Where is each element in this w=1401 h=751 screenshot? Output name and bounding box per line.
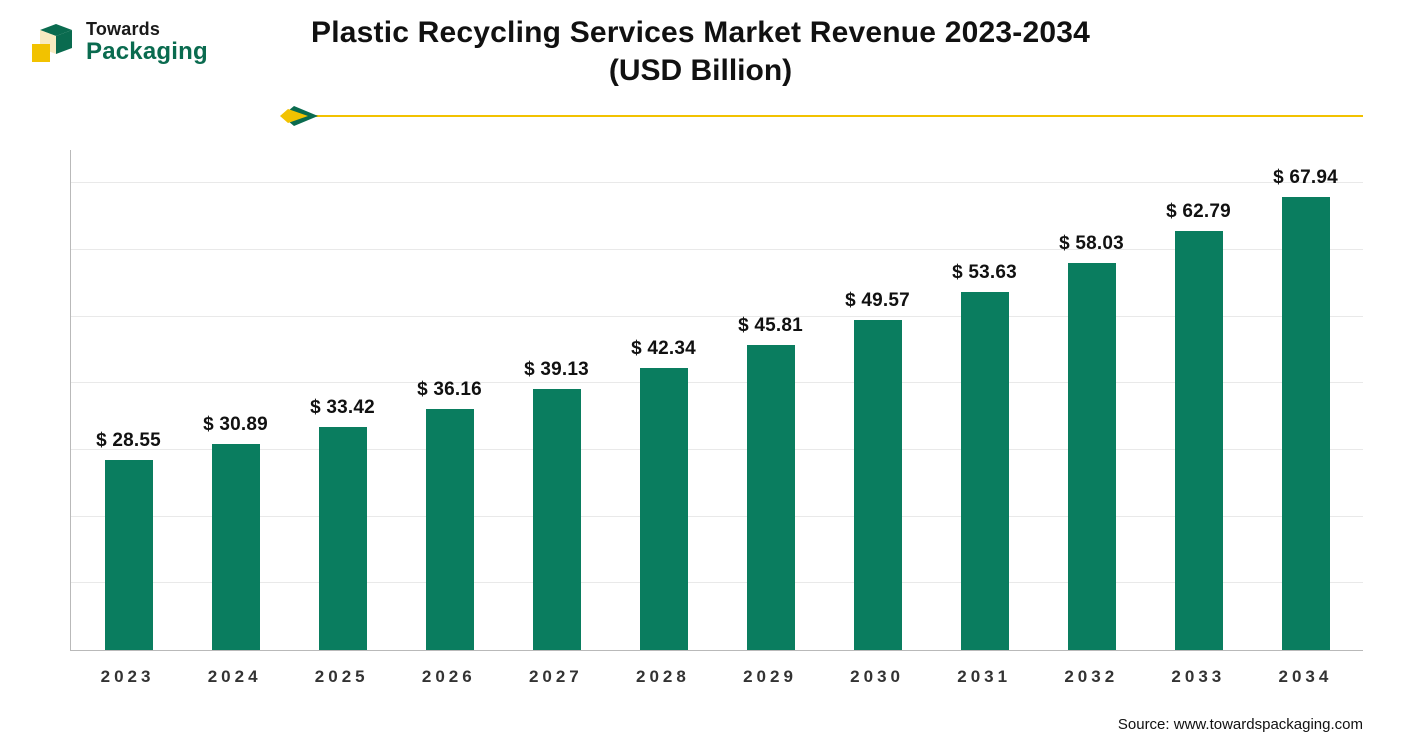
bar xyxy=(533,389,581,650)
x-axis-label: 2026 xyxy=(395,657,502,691)
bar-value-label: $ 42.34 xyxy=(631,338,696,360)
bar-column: $ 67.94 xyxy=(1252,150,1359,650)
x-axis-label: 2025 xyxy=(288,657,395,691)
x-axis-label: 2033 xyxy=(1145,657,1252,691)
bars-container: $ 28.55 $ 30.89 $ 33.42 $ 36.16 $ 39.13 $ 42.… xyxy=(71,150,1363,650)
bar-column: $ 62.79 xyxy=(1145,150,1252,650)
chart-title-line1: Plastic Recycling Services Market Revenu… xyxy=(0,16,1401,50)
chart-title: Plastic Recycling Services Market Revenu… xyxy=(0,16,1401,88)
bar-column: $ 30.89 xyxy=(182,150,289,650)
bar-column: $ 53.63 xyxy=(931,150,1038,650)
bar-value-label: $ 62.79 xyxy=(1166,201,1231,223)
bar-value-label: $ 67.94 xyxy=(1273,167,1338,189)
bar xyxy=(854,320,902,650)
bar xyxy=(1068,263,1116,650)
plot-area: $ 28.55 $ 30.89 $ 33.42 $ 36.16 $ 39.13 $ 42.… xyxy=(70,150,1363,651)
bar-column: $ 45.81 xyxy=(717,150,824,650)
bar-column: $ 33.42 xyxy=(289,150,396,650)
x-axis-label: 2027 xyxy=(502,657,609,691)
bar-value-label: $ 33.42 xyxy=(310,397,375,419)
bar-column: $ 28.55 xyxy=(75,150,182,650)
source-attribution: Source: www.towardspackaging.com xyxy=(1118,716,1363,733)
bar xyxy=(747,345,795,650)
bar xyxy=(426,409,474,650)
x-axis-label: 2029 xyxy=(716,657,823,691)
x-axis-label: 2023 xyxy=(74,657,181,691)
bar-value-label: $ 39.13 xyxy=(524,359,589,381)
x-axis-label: 2032 xyxy=(1038,657,1145,691)
x-axis-label: 2034 xyxy=(1252,657,1359,691)
bar-value-label: $ 36.16 xyxy=(417,379,482,401)
bar xyxy=(105,460,153,650)
title-divider xyxy=(278,104,1363,128)
bar-column: $ 58.03 xyxy=(1038,150,1145,650)
bar-value-label: $ 58.03 xyxy=(1059,233,1124,255)
bar-column: $ 39.13 xyxy=(503,150,610,650)
bar-value-label: $ 30.89 xyxy=(203,414,268,436)
bar-value-label: $ 45.81 xyxy=(738,315,803,337)
bar xyxy=(319,427,367,650)
bar xyxy=(1282,197,1330,650)
x-axis-label: 2028 xyxy=(609,657,716,691)
bar-column: $ 36.16 xyxy=(396,150,503,650)
bar-value-label: $ 53.63 xyxy=(952,262,1017,284)
bar xyxy=(1175,231,1223,650)
divider-line xyxy=(316,115,1363,117)
bar-column: $ 42.34 xyxy=(610,150,717,650)
revenue-bar-chart: $ 28.55 $ 30.89 $ 33.42 $ 36.16 $ 39.13 $ 42.… xyxy=(62,150,1363,691)
chart-title-line2: (USD Billion) xyxy=(0,54,1401,88)
x-axis-label: 2030 xyxy=(824,657,931,691)
x-axis-label: 2031 xyxy=(931,657,1038,691)
bar xyxy=(640,368,688,650)
x-axis-label: 2024 xyxy=(181,657,288,691)
bar-value-label: $ 49.57 xyxy=(845,290,910,312)
bar-value-label: $ 28.55 xyxy=(96,430,161,452)
x-axis: 2023202420252026202720282029203020312032… xyxy=(70,657,1363,691)
bar xyxy=(212,444,260,650)
divider-arrow-icon xyxy=(278,104,318,128)
bar-column: $ 49.57 xyxy=(824,150,931,650)
bar xyxy=(961,292,1009,650)
